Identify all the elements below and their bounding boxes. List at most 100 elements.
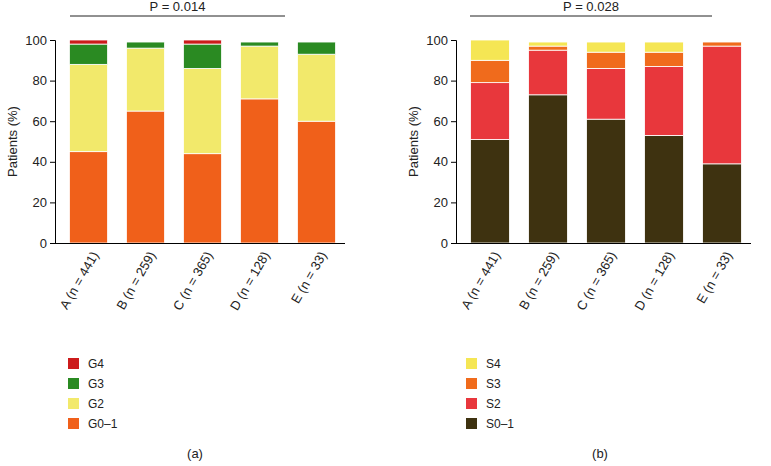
y-axis-title: Patients (%) — [5, 106, 20, 177]
bar-segment — [240, 42, 278, 43]
tick: 0 — [40, 236, 55, 251]
bar-segment — [529, 46, 568, 50]
annotation: P = 0.028 — [563, 0, 619, 14]
bar-segment — [297, 42, 335, 54]
bar-segment — [703, 46, 742, 164]
tick-label: 60 — [434, 114, 448, 129]
legend-swatch — [466, 398, 477, 409]
tick-label: 100 — [426, 33, 448, 48]
tick-mark — [451, 202, 456, 203]
tick-label: 0 — [40, 236, 47, 251]
tick: 20 — [33, 195, 55, 210]
panel-label: (b) — [592, 446, 608, 461]
panel-label: (a) — [187, 446, 203, 461]
axis-line — [50, 41, 56, 244]
tick: B (n = 259) — [516, 243, 561, 312]
tick-label: 60 — [33, 114, 47, 129]
tick: 80 — [33, 73, 55, 88]
legend-swatch — [68, 398, 79, 409]
bar-segment — [587, 68, 626, 119]
tick: 40 — [434, 154, 456, 169]
tick-mark — [451, 243, 456, 244]
bar-segment — [69, 152, 107, 243]
tick-mark — [451, 162, 456, 163]
panel: 0 20 40 60 80 100 A (n = 441) B (n = 259) C (n =… — [406, 0, 751, 461]
tick-label: 80 — [434, 73, 448, 88]
tick: E (n = 33) — [288, 243, 330, 306]
legend-label: S3 — [486, 377, 501, 391]
annotation-line — [70, 16, 285, 17]
tick-mark — [50, 202, 55, 203]
tick-label: 0 — [441, 236, 448, 251]
legend-swatch — [68, 378, 79, 389]
tick: 60 — [33, 114, 55, 129]
bar-segment — [471, 40, 510, 60]
bar-segment — [703, 42, 742, 43]
bar-segment — [69, 64, 107, 151]
tick: A (n = 441) — [57, 243, 102, 312]
tick-label: 100 — [25, 33, 47, 48]
bar-segment — [587, 119, 626, 243]
tick-mark — [451, 121, 456, 122]
bar-segment — [69, 40, 107, 44]
tick-label: 20 — [434, 195, 448, 210]
x-axis: A (n = 441) B (n = 259) C (n = 365) D (n = … — [456, 243, 751, 313]
bar-segment — [703, 42, 742, 46]
figure: 020406080100A (n = 441)B (n = 259)C (n =… — [0, 0, 771, 466]
legend-swatch — [466, 358, 477, 369]
tick-mark — [50, 243, 55, 244]
tick: 100 — [25, 33, 55, 48]
bar-segment — [645, 42, 684, 52]
tick: B (n = 259) — [113, 243, 158, 312]
tick: 40 — [33, 154, 55, 169]
tick-mark — [50, 162, 55, 163]
tick-label: C (n = 365) — [573, 249, 619, 313]
y-axis: 0 20 40 60 80 100 — [25, 33, 55, 251]
axis-line — [55, 243, 345, 244]
bar-segment — [69, 44, 107, 64]
legend-label: G3 — [88, 377, 104, 391]
bar-segment — [471, 60, 510, 82]
tick-label: C (n = 365) — [170, 249, 216, 313]
bar-segment — [126, 48, 164, 111]
bar-segment — [240, 46, 278, 99]
bar-segment — [183, 68, 221, 153]
bar-segment — [587, 52, 626, 68]
tick-mark — [50, 81, 55, 82]
bar-segment — [471, 83, 510, 140]
tick: A (n = 441) — [458, 243, 503, 312]
bar-segment — [529, 95, 568, 243]
tick-label: D (n = 128) — [631, 249, 677, 313]
legend-swatch — [466, 378, 477, 389]
legend-label: G0–1 — [88, 417, 118, 431]
legend-swatch — [68, 418, 79, 429]
tick: 0 — [441, 236, 456, 251]
panel: 0 20 40 60 80 100 A (n = 441)B (n = 259) C (n =… — [5, 0, 345, 461]
bar-segment — [587, 42, 626, 52]
tick: 20 — [434, 195, 456, 210]
bar-segment — [126, 111, 164, 243]
tick-label: 20 — [33, 195, 47, 210]
tick: D (n = 128) — [631, 243, 677, 313]
bar-segment — [240, 99, 278, 243]
tick-label: 80 — [33, 73, 47, 88]
axis-line — [451, 41, 457, 244]
bar-segment — [529, 50, 568, 95]
tick-label: E (n = 33) — [288, 249, 330, 306]
legend: G0–1G2G3G4 — [68, 357, 118, 431]
legend-swatch — [68, 358, 79, 369]
tick-mark — [50, 121, 55, 122]
tick: D (n = 128) — [227, 243, 273, 313]
legend: S0–1S2S3S4 — [466, 357, 514, 431]
bar-segment — [703, 164, 742, 243]
bar-segment — [645, 135, 684, 243]
tick-label: B (n = 259) — [113, 249, 158, 313]
annotation-line — [470, 16, 712, 17]
tick: 80 — [434, 73, 456, 88]
legend-swatch — [466, 418, 477, 429]
tick-label: B (n = 259) — [516, 249, 561, 313]
axis-line — [456, 243, 751, 244]
legend-label: S0–1 — [486, 417, 514, 431]
bar-segment — [645, 66, 684, 135]
tick-label: 40 — [33, 154, 47, 169]
